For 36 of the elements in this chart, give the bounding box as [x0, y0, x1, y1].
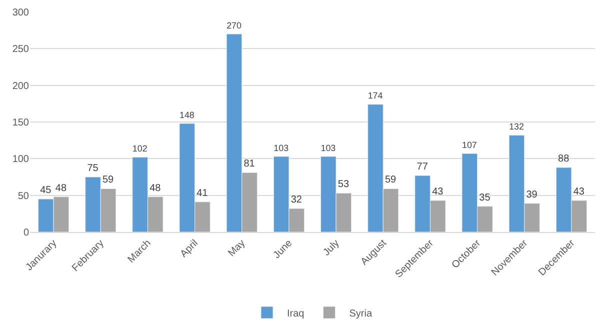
data-label: 270	[226, 20, 242, 30]
y-tick-label: 100	[12, 154, 30, 166]
data-label: 148	[180, 110, 194, 120]
data-label: 75	[87, 163, 99, 174]
data-label: 32	[290, 194, 302, 206]
legend-label: Syria	[349, 308, 372, 320]
data-label: 41	[196, 188, 208, 199]
data-label: 35	[479, 192, 491, 204]
data-label: 103	[320, 142, 336, 153]
data-label: 39	[526, 189, 538, 200]
data-label: 102	[132, 144, 148, 154]
data-label: 81	[244, 158, 256, 170]
y-tick-label: 150	[12, 118, 30, 128]
data-label: 59	[385, 174, 397, 186]
data-label: 174	[368, 90, 383, 101]
data-label: 77	[416, 162, 428, 173]
y-tick-label: 200	[12, 80, 30, 92]
data-label: 53	[338, 179, 350, 190]
data-label: 132	[509, 122, 524, 132]
data-label: 45	[40, 185, 52, 196]
y-tick-label: 50	[18, 190, 30, 202]
y-tick-label: 0	[23, 228, 30, 238]
x-tick-label: June	[272, 238, 295, 261]
x-tick-label: July	[321, 238, 342, 258]
data-label: 48	[55, 182, 67, 194]
data-label: 59	[102, 174, 114, 186]
legend-label: Iraq	[287, 308, 304, 320]
x-tick-label: May	[226, 238, 248, 260]
data-label: 103	[274, 142, 289, 153]
y-tick-label: 250	[12, 44, 30, 56]
data-label: 88	[558, 153, 570, 164]
data-label: 43	[573, 186, 585, 198]
data-label: 43	[432, 186, 444, 198]
y-tick-label: 300	[12, 8, 30, 18]
data-label: 48	[150, 182, 162, 194]
data-label: 107	[462, 140, 477, 150]
